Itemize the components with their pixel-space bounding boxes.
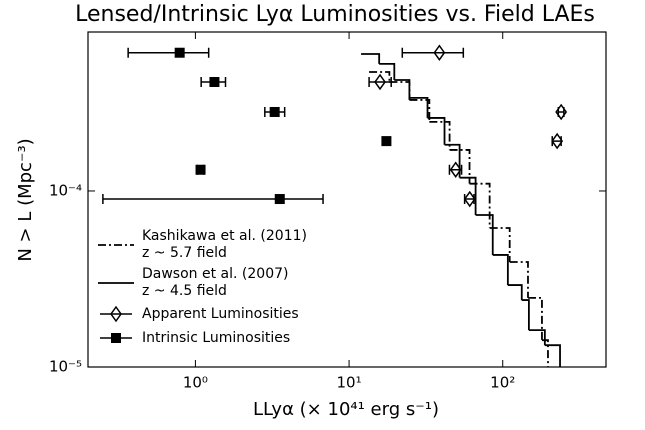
error-bar	[102, 194, 324, 205]
marker	[463, 190, 476, 208]
marker	[110, 305, 122, 323]
marker	[433, 44, 446, 62]
legend-swatch	[100, 333, 132, 343]
step-segment	[469, 182, 491, 229]
legend-entry: Dawson et al. (2007) z ~ 4.5 field	[96, 266, 307, 300]
legend-swatch	[100, 305, 132, 323]
step-segment	[394, 79, 411, 98]
legend-swatch	[98, 244, 134, 246]
legend-label: Apparent Luminosities	[142, 305, 299, 322]
marker	[551, 132, 564, 150]
legend-entry: Apparent Luminosities	[96, 304, 307, 324]
error-bar	[401, 47, 465, 58]
step-segment	[507, 284, 523, 301]
marker	[269, 106, 280, 117]
marker	[174, 47, 185, 58]
marker	[381, 136, 392, 147]
legend: Kashikawa et al. (2011) z ~ 5.7 field Daw…	[96, 228, 307, 352]
legend-swatch	[98, 282, 134, 284]
marker	[111, 333, 121, 343]
legend-label: Dawson et al. (2007) z ~ 4.5 field	[142, 266, 289, 299]
step-segment	[528, 329, 546, 346]
step-segment	[449, 149, 471, 184]
step-segment	[409, 99, 431, 122]
x-tick-label: 10²	[490, 374, 515, 392]
step-segment	[429, 120, 451, 150]
chart-title: Lensed/Intrinsic Lyα Luminosities vs. Fi…	[75, 2, 595, 27]
plot-frame	[87, 31, 607, 368]
step-segment	[444, 143, 461, 178]
marker	[209, 76, 220, 87]
step-segment	[361, 53, 381, 64]
marker	[274, 194, 285, 205]
step-segment	[427, 117, 446, 145]
legend-label: Kashikawa et al. (2011) z ~ 5.7 field	[142, 228, 307, 261]
step-segment	[459, 176, 477, 216]
marker	[195, 164, 206, 175]
x-axis-label: LLyα (× 10⁴¹ erg s⁻¹)	[253, 399, 439, 420]
step-segment	[475, 214, 494, 255]
error-bar	[368, 76, 392, 87]
marker	[449, 161, 462, 179]
step-segment	[544, 344, 561, 367]
step-segment	[521, 299, 530, 331]
x-tick-label: 10¹	[337, 374, 362, 392]
legend-entry: Kashikawa et al. (2011) z ~ 5.7 field	[96, 228, 307, 262]
marker	[555, 103, 568, 121]
y-tick-label: 10⁻⁵	[49, 358, 82, 376]
error-bar	[127, 47, 210, 58]
y-axis-label: N > L (Mpc⁻³)	[15, 138, 36, 261]
step-segment	[409, 96, 429, 118]
y-tick-label: 10⁻⁴	[49, 181, 82, 199]
step-segment	[389, 81, 411, 100]
legend-entry: Intrinsic Luminosities	[96, 328, 307, 348]
step-segment	[527, 296, 543, 341]
step-segment	[379, 63, 396, 80]
step-segment	[492, 254, 509, 286]
marker	[374, 73, 386, 91]
step-segment	[489, 227, 511, 262]
x-tick-label: 10⁰	[183, 374, 208, 392]
legend-label: Intrinsic Luminosities	[142, 329, 291, 346]
step-segment	[369, 71, 391, 82]
step-segment	[509, 261, 529, 298]
